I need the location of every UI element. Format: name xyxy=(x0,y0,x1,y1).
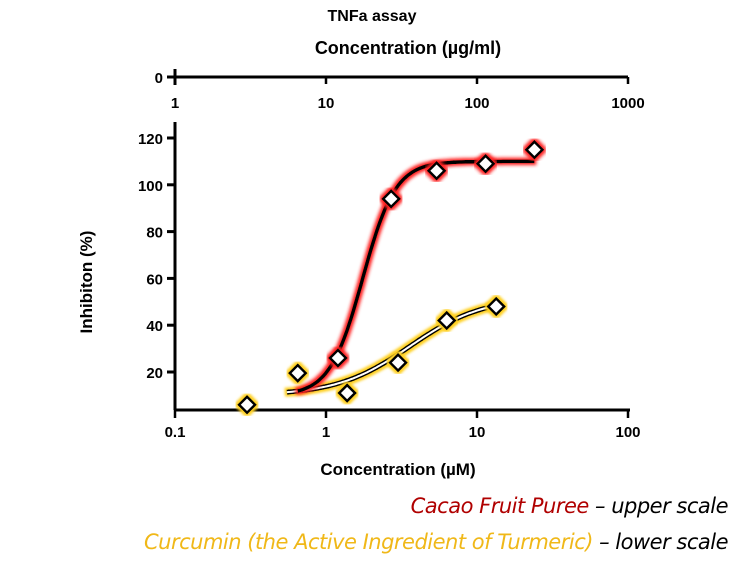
chart-title: TNFa assay xyxy=(328,8,417,25)
curcumin-fit-curve xyxy=(286,304,497,394)
x-axis-label: Concentration (µM) xyxy=(320,460,475,479)
x-tick-label: 10 xyxy=(469,424,486,441)
cacao-data-point xyxy=(524,139,545,160)
y-axis-label: Inhibiton (%) xyxy=(77,231,96,334)
y-tick-label: 100 xyxy=(138,178,163,195)
curcumin-data-point xyxy=(237,394,257,415)
legend-curcumin: Curcumin (the Active Ingredient of Turme… xyxy=(144,530,728,554)
x-tick-label: 100 xyxy=(615,424,640,441)
curcumin-data-point xyxy=(388,352,408,373)
legend-cacao-suffix: – upper scale xyxy=(595,494,728,518)
x-tick-label: 0.1 xyxy=(165,424,186,441)
curcumin-data-point xyxy=(287,363,308,383)
curcumin-data-point xyxy=(486,296,506,317)
y-tick-label: 60 xyxy=(146,271,163,288)
cacao-data-point xyxy=(426,160,447,181)
cacao-data-point xyxy=(381,189,401,209)
legend-curcumin-suffix: – lower scale xyxy=(599,530,728,554)
legend-cacao-name: Cacao Fruit Puree xyxy=(410,494,590,518)
cacao-data-point xyxy=(475,153,496,174)
curcumin-data-point xyxy=(337,383,357,403)
x-tick-label: 1 xyxy=(322,424,330,441)
upper-x-tick-label: 100 xyxy=(464,95,489,112)
upper-x-tick-label: 1 xyxy=(171,95,179,112)
y-tick-label: 40 xyxy=(146,318,163,335)
upper-y-tick-label: 0 xyxy=(155,70,163,87)
upper-x-tick-label: 10 xyxy=(318,95,335,112)
y-tick-label: 80 xyxy=(146,225,163,242)
legend-cacao: Cacao Fruit Puree – upper scale xyxy=(410,494,729,518)
y-tick-label: 20 xyxy=(146,365,163,382)
legend-curcumin-name: Curcumin (the Active Ingredient of Turme… xyxy=(144,530,593,554)
cacao-data-point xyxy=(328,348,348,368)
y-tick-label: 120 xyxy=(138,131,163,148)
upper-x-tick-label: 1000 xyxy=(611,95,644,112)
curcumin-data-point xyxy=(436,310,457,331)
upper-axis-label: Concentration (µg/ml) xyxy=(315,38,501,58)
